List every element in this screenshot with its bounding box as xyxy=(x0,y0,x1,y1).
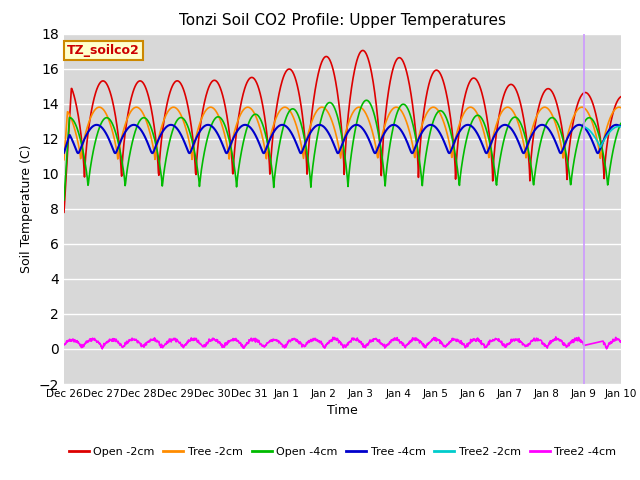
Tree -2cm xyxy=(170,104,177,110)
Open -2cm xyxy=(170,80,178,85)
Tree -4cm xyxy=(429,123,437,129)
Tree -2cm xyxy=(246,106,254,111)
Tree2 -4cm xyxy=(552,334,559,340)
Open -4cm xyxy=(617,120,625,126)
Open -4cm xyxy=(60,197,68,203)
Title: Tonzi Soil CO2 Profile: Upper Temperatures: Tonzi Soil CO2 Profile: Upper Temperatur… xyxy=(179,13,506,28)
Open -2cm xyxy=(429,70,437,76)
Open -2cm xyxy=(359,48,367,53)
Tree -2cm xyxy=(171,105,179,110)
Open -4cm xyxy=(551,116,559,122)
Tree -4cm xyxy=(334,150,342,156)
Y-axis label: Soil Temperature (C): Soil Temperature (C) xyxy=(20,144,33,273)
Line: Tree -4cm: Tree -4cm xyxy=(64,125,621,153)
Tree -4cm xyxy=(316,122,323,128)
Open -2cm xyxy=(617,94,625,100)
Line: Open -4cm: Open -4cm xyxy=(64,100,621,200)
Tree2 -4cm xyxy=(60,342,68,348)
Tree2 -4cm xyxy=(429,336,437,342)
Tree -2cm xyxy=(617,105,625,110)
Tree2 -4cm xyxy=(99,346,106,352)
Open -4cm xyxy=(170,123,178,129)
Tree2 -4cm xyxy=(502,344,509,350)
Open -2cm xyxy=(60,209,68,215)
Line: Tree -2cm: Tree -2cm xyxy=(64,107,621,160)
Open -2cm xyxy=(502,87,509,93)
Tree -2cm xyxy=(551,119,559,125)
Tree2 -4cm xyxy=(551,336,559,342)
Line: Tree2 -4cm: Tree2 -4cm xyxy=(64,337,621,349)
Tree -2cm xyxy=(502,105,509,110)
Tree -4cm xyxy=(170,123,178,129)
Tree -4cm xyxy=(246,124,254,130)
Tree -4cm xyxy=(552,139,559,144)
Tree -2cm xyxy=(60,157,68,163)
Line: Tree2 -2cm: Tree2 -2cm xyxy=(584,126,621,147)
Tree2 -2cm xyxy=(617,124,625,130)
Open -4cm xyxy=(184,123,191,129)
Text: TZ_soilco2: TZ_soilco2 xyxy=(67,44,140,57)
Open -2cm xyxy=(184,103,191,109)
Line: Open -2cm: Open -2cm xyxy=(64,50,621,212)
Open -2cm xyxy=(551,95,559,101)
Legend: Open -2cm, Tree -2cm, Open -4cm, Tree -4cm, Tree2 -2cm, Tree2 -4cm: Open -2cm, Tree -2cm, Open -4cm, Tree -4… xyxy=(64,442,621,461)
Tree2 -4cm xyxy=(246,337,254,343)
Open -4cm xyxy=(363,97,371,103)
Tree2 -4cm xyxy=(171,336,179,342)
Tree -4cm xyxy=(502,122,510,128)
Open -4cm xyxy=(429,119,437,124)
Open -2cm xyxy=(246,75,254,81)
Tree2 -4cm xyxy=(617,339,625,345)
Tree2 -4cm xyxy=(184,338,192,344)
Tree -2cm xyxy=(184,134,192,140)
Tree -4cm xyxy=(617,123,625,129)
Tree -2cm xyxy=(429,104,437,110)
Open -4cm xyxy=(246,117,254,122)
Open -4cm xyxy=(502,130,509,135)
Tree -4cm xyxy=(184,148,191,154)
X-axis label: Time: Time xyxy=(327,405,358,418)
Tree -4cm xyxy=(60,150,68,156)
